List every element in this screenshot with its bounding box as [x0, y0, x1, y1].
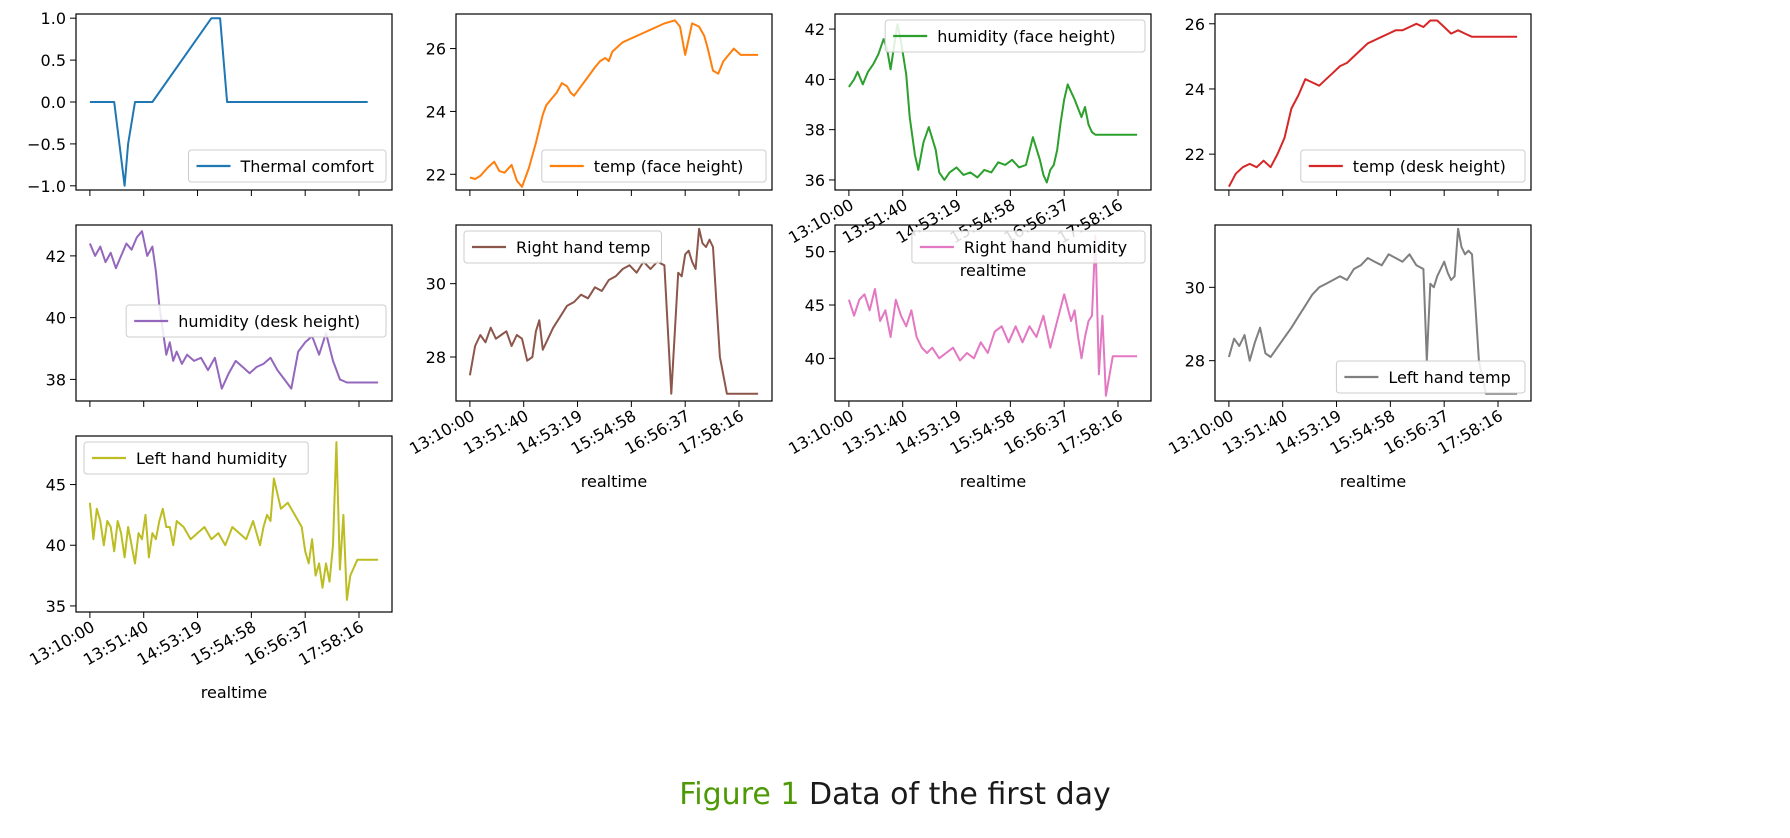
legend: Thermal comfort: [188, 149, 387, 183]
series-line: [469, 19, 759, 188]
y-tick-label: 24: [426, 102, 446, 121]
legend: Right hand humidity: [911, 230, 1146, 264]
legend-box: [125, 304, 387, 338]
y-tick-label: 22: [1185, 145, 1205, 164]
subplot-5: 38 40 42 humidity (desk height): [46, 224, 393, 407]
y-tick-label: 1.0: [41, 9, 66, 28]
caption-label: Figure 1: [679, 777, 800, 812]
x-axis-label: realtime: [581, 472, 647, 491]
y-tick-label: 0.5: [41, 51, 66, 70]
caption-text: Data of the first day: [809, 777, 1111, 812]
y-tick-label: 0.0: [41, 93, 66, 112]
legend-label: temp (face height): [594, 157, 744, 176]
legend-label: humidity (desk height): [178, 312, 360, 331]
legend-box: [463, 230, 662, 264]
y-tick-label: 38: [46, 370, 66, 389]
series-line: [468, 227, 759, 395]
legend-label: Left hand temp: [1388, 368, 1510, 387]
y-tick-label: 22: [426, 165, 446, 184]
series-line: [848, 23, 1138, 184]
legend: Right hand temp: [463, 230, 662, 264]
axes-frame: [455, 13, 773, 191]
axes-frame: [1214, 224, 1532, 402]
figure-caption: Figure 1 Data of the first day: [0, 777, 1790, 812]
y-tick-label: 45: [46, 476, 66, 495]
y-tick-label: 40: [46, 309, 66, 328]
y-tick-label: 42: [805, 20, 825, 39]
axes-frame: [455, 224, 773, 402]
y-tick-label: 42: [46, 247, 66, 266]
legend-box: [541, 149, 767, 183]
x-axis-label: realtime: [1340, 472, 1406, 491]
legend: humidity (desk height): [125, 304, 387, 338]
legend: Left hand humidity: [83, 441, 309, 475]
y-tick-label: 35: [46, 597, 66, 616]
series-line: [88, 441, 379, 601]
y-tick-label: 36: [805, 171, 825, 190]
y-tick-label: 40: [805, 70, 825, 89]
y-tick-label: 28: [1185, 352, 1205, 371]
y-tick-label: 40: [805, 349, 825, 368]
axes-frame: [834, 224, 1152, 402]
legend-label: humidity (face height): [937, 27, 1115, 46]
series-line: [89, 17, 368, 187]
y-tick-label: 45: [805, 296, 825, 315]
legend-label: Thermal comfort: [240, 157, 374, 176]
y-tick-label: 38: [805, 121, 825, 140]
legend-label: Right hand temp: [516, 238, 650, 257]
y-tick-label: −1.0: [27, 177, 66, 196]
y-tick-label: 28: [426, 348, 446, 367]
legend-box: [911, 230, 1146, 264]
subplot-8: 283013:10:0013:51:4014:53:1915:54:5816:5…: [1165, 224, 1532, 491]
legend-box: [83, 441, 309, 475]
legend-box: [884, 19, 1146, 53]
subplot-6: 283013:10:0013:51:4014:53:1915:54:5816:5…: [406, 224, 773, 491]
x-axis-label: realtime: [960, 261, 1026, 280]
legend: Left hand temp: [1335, 360, 1526, 394]
subplot-4: 22 24 26 temp (desk height): [1185, 13, 1532, 196]
x-axis-label: realtime: [201, 683, 267, 702]
legend-box: [1300, 149, 1526, 183]
subplot-9: 35404513:10:0013:51:4014:53:1915:54:5816…: [26, 435, 393, 702]
series-line: [1227, 227, 1518, 395]
y-tick-label: 40: [46, 536, 66, 555]
axes-frame: [1214, 13, 1532, 191]
legend: temp (desk height): [1300, 149, 1526, 183]
y-tick-label: 24: [1185, 80, 1205, 99]
series-line: [88, 230, 379, 390]
legend-label: Left hand humidity: [136, 449, 287, 468]
y-tick-label: 26: [426, 40, 446, 59]
legend: temp (face height): [541, 149, 767, 183]
axes-frame: [75, 435, 393, 613]
y-tick-label: 26: [1185, 15, 1205, 34]
y-tick-label: 30: [1185, 278, 1205, 297]
y-tick-label: 30: [426, 275, 446, 294]
legend: humidity (face height): [884, 19, 1146, 53]
legend-box: [1335, 360, 1526, 394]
series-line: [847, 234, 1138, 397]
y-tick-label: −0.5: [27, 135, 66, 154]
x-axis-label: realtime: [960, 472, 1026, 491]
legend-label: Right hand humidity: [964, 238, 1127, 257]
subplot-1: −1.0 −0.5 0.0 0.5 1.0 Thermal comfort: [27, 9, 393, 196]
y-tick-label: 50: [805, 243, 825, 262]
series-line: [1228, 19, 1518, 188]
axes-frame: [834, 13, 1152, 191]
legend-box: [188, 149, 387, 183]
subplot-2: 22 24 26 temp (face height): [426, 13, 773, 196]
axes-frame: [75, 224, 393, 402]
legend-label: temp (desk height): [1353, 157, 1506, 176]
